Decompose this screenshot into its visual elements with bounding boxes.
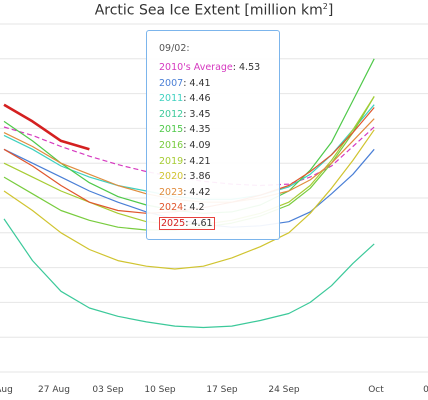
- tooltip-row-content: 2020: 3.86: [159, 171, 211, 182]
- tooltip-series-name: 2012: [159, 108, 184, 120]
- x-tick-label: Oct: [368, 385, 384, 395]
- tooltip-row: 2019: 4.21: [159, 154, 279, 170]
- tooltip-row-content: 2012: 3.45: [159, 109, 211, 120]
- tooltip-series-value: 3.86: [189, 171, 211, 183]
- series-line-2020: [3, 129, 375, 270]
- tooltip-series-name: 2023: [159, 186, 184, 198]
- tooltip-series-name: 2024: [159, 202, 184, 214]
- tooltip-date: 09/02:: [159, 43, 190, 54]
- x-tick-label: 17 Sep: [206, 385, 238, 395]
- x-tick-label: 27 Aug: [38, 385, 70, 395]
- tooltip-separator: :: [183, 202, 190, 214]
- series-line-2025: [3, 103, 90, 151]
- tooltip-series-name: 2010's Average: [159, 62, 233, 73]
- tooltip-separator: :: [183, 108, 190, 120]
- tooltip-series-value: 4.2: [189, 202, 205, 214]
- tooltip-row-content: 2016: 4.09: [159, 140, 211, 151]
- tooltip-separator: :: [183, 124, 190, 136]
- tooltip-separator: :: [183, 186, 190, 198]
- tooltip-separator: :: [232, 62, 240, 73]
- tooltip-series-value: 3.45: [189, 108, 211, 120]
- tooltip-row-content: 2007: 4.41: [159, 78, 211, 89]
- tooltip-series-name: 2007: [159, 77, 184, 89]
- tooltip-row: 2024: 4.2: [159, 200, 279, 216]
- x-axis-ticks: Aug 27 Aug 03 Sep 10 Sep 17 Sep 24 Sep Oct 0: [0, 385, 428, 395]
- chart-title: Arctic Sea Ice Extent [million km2]: [94, 2, 334, 19]
- x-tick-label: 24 Sep: [268, 385, 300, 395]
- tooltip-series-name: 2011: [159, 93, 184, 105]
- tooltip-row-content: 2011: 4.46: [159, 93, 211, 104]
- tooltip-separator: :: [183, 155, 190, 167]
- tooltip-series-value: 4.42: [189, 186, 211, 198]
- tooltip-row-content: 2010's Average: 4.53: [159, 62, 260, 73]
- tooltip-series-name: 2016: [159, 139, 184, 151]
- tooltip-series-value: 4.21: [189, 155, 211, 167]
- tooltip-row: 2012: 3.45: [159, 107, 279, 123]
- tooltip-series-value: 4.46: [189, 93, 211, 105]
- tooltip-row-content: 2023: 4.42: [159, 187, 211, 198]
- tooltip-row: 2011: 4.46: [159, 91, 279, 107]
- tooltip-series-value: 4.35: [189, 124, 211, 136]
- tooltip-series-name: 2025: [161, 217, 186, 229]
- x-tick-label: 10 Sep: [144, 385, 176, 395]
- tooltip-separator: :: [183, 139, 190, 151]
- tooltip-row: 2023: 4.42: [159, 185, 279, 201]
- tooltip-rows: 2010's Average: 4.53 2007: 4.41 2011: 4.46…: [159, 60, 279, 232]
- tooltip-row-content: 2015: 4.35: [159, 124, 211, 135]
- tooltip-row-content: 2025: 4.61: [159, 216, 215, 230]
- tooltip-row: 2007: 4.41: [159, 76, 279, 92]
- series-line-2012: [3, 218, 375, 329]
- tooltip-row-content: 2019: 4.21: [159, 156, 211, 167]
- tooltip: 09/02: 2010's Average: 4.53 2007: 4.41 201…: [146, 30, 280, 240]
- tooltip-separator: :: [185, 217, 192, 229]
- tooltip-series-value: 4.41: [189, 77, 211, 89]
- x-tick-label: Aug: [0, 385, 13, 395]
- tooltip-separator: :: [183, 77, 190, 89]
- tooltip-series-name: 2020: [159, 171, 184, 183]
- tooltip-separator: :: [183, 93, 190, 105]
- tooltip-series-value: 4.61: [191, 217, 213, 229]
- tooltip-series-value: 4.09: [189, 139, 211, 151]
- tooltip-series-name: 2019: [159, 155, 184, 167]
- tooltip-row: 2025: 4.61: [159, 216, 279, 232]
- series-line-2010-s-average: [3, 126, 375, 187]
- tooltip-row: 2016: 4.09: [159, 138, 279, 154]
- tooltip-separator: :: [183, 171, 190, 183]
- x-tick-label: 0: [423, 385, 428, 395]
- tooltip-row-content: 2024: 4.2: [159, 202, 205, 213]
- x-tick-label: 03 Sep: [92, 385, 124, 395]
- tooltip-row: 2010's Average: 4.53: [159, 60, 279, 76]
- tooltip-series-name: 2015: [159, 124, 184, 136]
- tooltip-row: 2015: 4.35: [159, 122, 279, 138]
- tooltip-series-value: 4.53: [239, 62, 261, 73]
- tooltip-row: 2020: 3.86: [159, 169, 279, 185]
